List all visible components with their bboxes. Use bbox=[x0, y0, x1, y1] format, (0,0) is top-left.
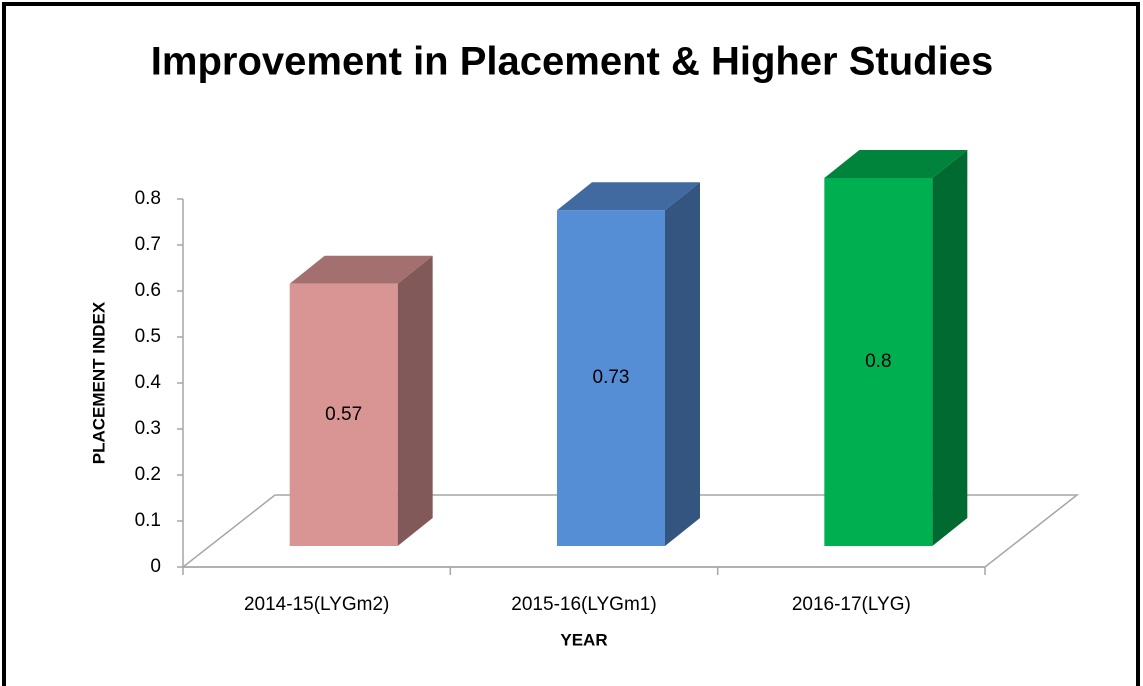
value-label: 0.73 bbox=[593, 367, 630, 388]
y-tick-label: 0.3 bbox=[135, 418, 161, 439]
y-axis-label: PLACEMENT INDEX bbox=[89, 301, 108, 464]
bar-top bbox=[289, 255, 433, 284]
bar-side bbox=[397, 255, 433, 547]
y-tick-label: 0.6 bbox=[135, 280, 161, 301]
value-label: 0.8 bbox=[865, 351, 891, 372]
bar bbox=[824, 178, 933, 546]
bar-top bbox=[557, 182, 700, 211]
y-tick-label: 0.5 bbox=[135, 326, 161, 347]
y-tick-label: 0.1 bbox=[135, 510, 161, 531]
chart-title: Improvement in Placement & Higher Studie… bbox=[151, 40, 993, 84]
x-axis-label: YEAR bbox=[560, 630, 607, 649]
x-tick-label: 2015-16(LYGm1) bbox=[511, 594, 656, 615]
y-tick-label: 0.8 bbox=[135, 188, 161, 209]
bar bbox=[557, 210, 665, 546]
y-tick-label: 0 bbox=[150, 556, 161, 577]
y-tick-label: 0.4 bbox=[135, 372, 162, 393]
bar-top bbox=[824, 150, 968, 178]
bar bbox=[289, 283, 398, 546]
x-tick-label: 2014-15(LYGm2) bbox=[244, 594, 389, 615]
bar-side bbox=[665, 182, 700, 546]
value-label: 0.57 bbox=[325, 404, 362, 425]
x-tick-label: 2016-17(LYG) bbox=[792, 594, 911, 615]
y-tick-label: 0.7 bbox=[135, 234, 161, 255]
bar-side bbox=[932, 150, 968, 546]
y-tick-label: 0.2 bbox=[135, 464, 161, 485]
